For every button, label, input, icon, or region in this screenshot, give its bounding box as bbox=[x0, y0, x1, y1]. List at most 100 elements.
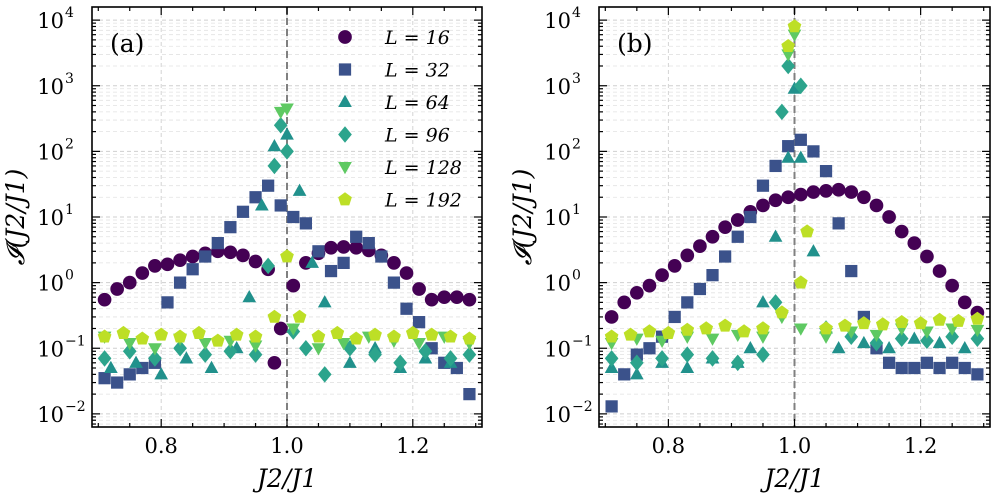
data-point bbox=[706, 269, 719, 282]
data-point bbox=[920, 249, 934, 264]
data-point bbox=[793, 77, 808, 95]
y-tick-label: 10 bbox=[37, 403, 64, 427]
data-point bbox=[412, 282, 426, 296]
data-point bbox=[210, 333, 225, 347]
series-l16 bbox=[97, 240, 477, 370]
data-point bbox=[819, 321, 833, 335]
data-point bbox=[642, 324, 657, 338]
data-point bbox=[875, 317, 890, 331]
series-l192 bbox=[97, 249, 477, 347]
data-point bbox=[393, 354, 408, 372]
data-point bbox=[932, 264, 947, 278]
data-point bbox=[122, 338, 137, 351]
data-point bbox=[781, 190, 796, 205]
data-point bbox=[349, 240, 364, 255]
data-point bbox=[831, 341, 846, 354]
data-point bbox=[618, 368, 631, 381]
data-point bbox=[604, 350, 619, 367]
data-point bbox=[286, 278, 301, 293]
data-point bbox=[781, 49, 796, 62]
legend-item: L = 96 bbox=[338, 125, 450, 147]
y-tick-exponent: −1 bbox=[572, 333, 593, 349]
data-point bbox=[806, 185, 821, 199]
data-point bbox=[705, 333, 720, 346]
y-tick-label: 10 bbox=[37, 75, 64, 99]
data-point bbox=[198, 346, 213, 363]
data-point bbox=[932, 312, 947, 326]
data-point bbox=[443, 350, 458, 367]
data-point bbox=[668, 310, 681, 324]
data-point bbox=[324, 264, 338, 278]
data-point bbox=[375, 250, 388, 263]
y-tick-exponent: 0 bbox=[65, 268, 74, 284]
data-point bbox=[148, 343, 162, 356]
y-tick-exponent: 1 bbox=[572, 202, 581, 218]
data-point bbox=[680, 248, 695, 263]
data-point bbox=[223, 342, 238, 360]
x-axis-label: J2/J1 bbox=[252, 464, 317, 493]
data-point bbox=[680, 360, 695, 374]
data-point bbox=[336, 338, 351, 351]
data-point bbox=[882, 341, 896, 354]
data-point bbox=[280, 143, 294, 160]
legend-marker bbox=[338, 192, 352, 206]
data-point bbox=[242, 289, 257, 303]
data-point bbox=[161, 296, 174, 309]
y-tick-label: 10 bbox=[37, 140, 64, 164]
data-point bbox=[787, 29, 802, 42]
data-point bbox=[945, 278, 960, 293]
legend-label: L = 16 bbox=[384, 27, 450, 49]
data-point bbox=[730, 354, 745, 372]
data-point bbox=[882, 210, 896, 224]
data-point bbox=[970, 324, 985, 338]
data-point bbox=[449, 290, 464, 305]
data-point bbox=[844, 185, 859, 199]
data-point bbox=[756, 179, 770, 192]
data-point bbox=[793, 187, 808, 202]
data-point bbox=[693, 239, 707, 253]
data-point bbox=[793, 275, 808, 289]
data-point bbox=[317, 295, 332, 308]
data-point bbox=[110, 282, 125, 296]
legend-item: L = 128 bbox=[338, 157, 462, 179]
y-tick-exponent: 1 bbox=[65, 202, 74, 218]
data-point bbox=[368, 346, 382, 363]
data-point bbox=[957, 295, 972, 310]
data-point bbox=[629, 285, 644, 300]
data-point bbox=[462, 346, 477, 363]
legend-marker bbox=[338, 30, 352, 44]
data-point bbox=[160, 257, 175, 272]
data-point bbox=[831, 182, 846, 197]
x-tick-label: 1.0 bbox=[778, 434, 811, 458]
data-point bbox=[908, 361, 921, 375]
data-point bbox=[756, 346, 770, 363]
data-point bbox=[970, 311, 985, 325]
data-point bbox=[412, 338, 426, 351]
data-point bbox=[198, 338, 213, 351]
data-point bbox=[122, 275, 137, 290]
data-point bbox=[267, 157, 282, 175]
data-point bbox=[173, 253, 187, 267]
data-point bbox=[129, 355, 143, 368]
data-series bbox=[97, 103, 477, 401]
data-point bbox=[280, 249, 294, 263]
data-point bbox=[756, 321, 770, 335]
data-point bbox=[661, 325, 676, 339]
series-l192 bbox=[604, 19, 985, 343]
data-point bbox=[857, 316, 871, 330]
data-point bbox=[462, 331, 477, 345]
data-point bbox=[399, 266, 414, 280]
y-tick-label: 10 bbox=[544, 9, 571, 33]
data-point bbox=[123, 368, 136, 381]
data-point bbox=[807, 145, 820, 158]
data-point bbox=[185, 249, 200, 264]
x-tick-label: 0.8 bbox=[652, 434, 685, 458]
data-point bbox=[743, 341, 758, 354]
data-point bbox=[273, 321, 288, 336]
data-point bbox=[236, 248, 250, 263]
data-point bbox=[368, 327, 382, 341]
data-point bbox=[730, 213, 745, 227]
data-point bbox=[705, 350, 720, 367]
